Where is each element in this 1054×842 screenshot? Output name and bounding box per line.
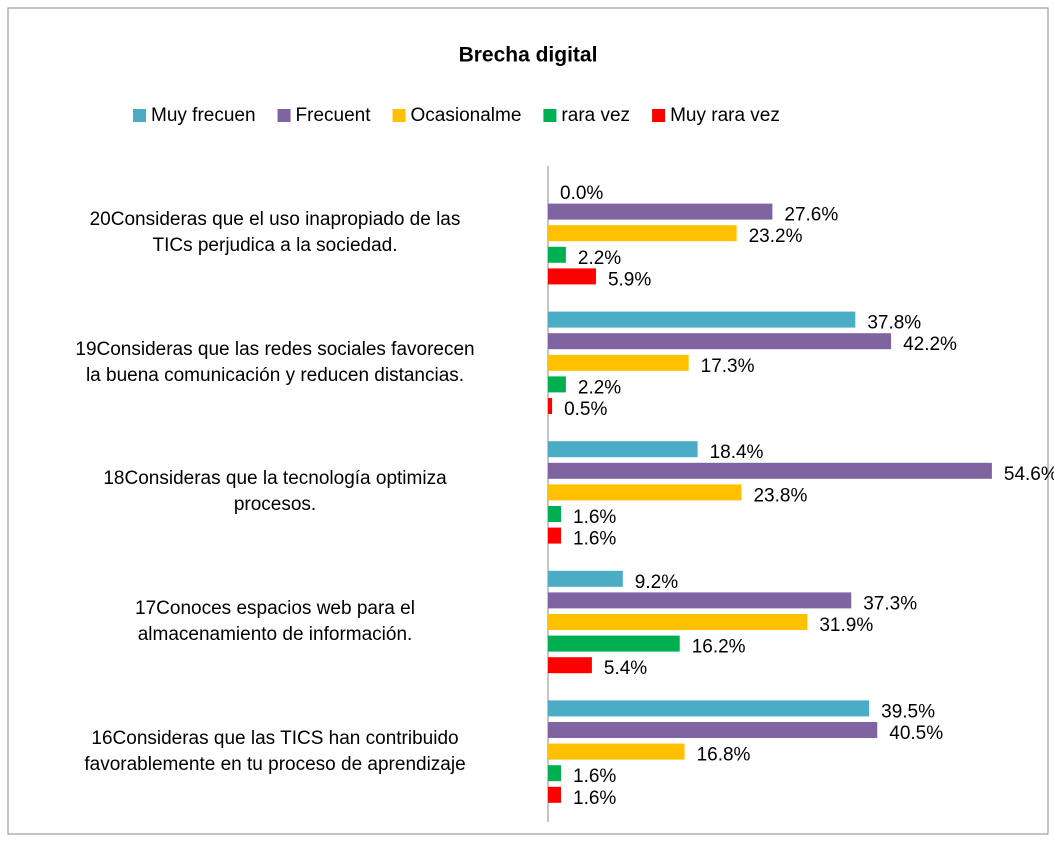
- data-label: 37.8%: [867, 313, 921, 334]
- data-label: 0.5%: [564, 399, 607, 420]
- data-label: 0.0%: [560, 183, 603, 204]
- bar: [548, 441, 698, 458]
- bar: [548, 722, 878, 738]
- bar: [548, 246, 566, 263]
- data-label: 16.2%: [692, 637, 746, 658]
- bar: [548, 203, 773, 220]
- bar: [548, 570, 623, 587]
- data-label: 1.6%: [573, 766, 616, 787]
- legend-label: rara vez: [561, 105, 630, 126]
- data-label: 27.6%: [784, 205, 838, 226]
- legend-label: Muy rara vez: [670, 105, 780, 126]
- bar: [548, 700, 870, 717]
- legend-label: Ocasionalme: [411, 105, 522, 126]
- chart-frame: [7, 7, 1049, 835]
- category-label: 16Consideras que las TICS han contribuid…: [84, 727, 466, 775]
- data-label: 5.9%: [608, 269, 651, 290]
- category-label: 18Consideras que la tecnología optimiza …: [103, 468, 447, 516]
- data-label: 1.6%: [573, 529, 616, 550]
- legend-label: Muy frecuen: [151, 105, 256, 126]
- data-label: 39.5%: [881, 701, 935, 722]
- bar: [548, 376, 566, 393]
- bar: [548, 614, 808, 630]
- data-label: 2.2%: [578, 248, 621, 269]
- bar: [548, 635, 680, 652]
- bar: [548, 225, 737, 242]
- bar: [548, 592, 852, 609]
- bar: [548, 786, 562, 803]
- bar: [548, 333, 892, 350]
- data-label: 42.2%: [903, 334, 957, 355]
- legend-swatch: [392, 109, 406, 122]
- data-label: 23.2%: [749, 226, 803, 247]
- category-label: 20Consideras que el uso inapropiado de l…: [89, 209, 461, 257]
- bar: [548, 506, 562, 522]
- data-label: 37.3%: [863, 593, 917, 614]
- data-label: 9.2%: [635, 572, 678, 593]
- data-label: 2.2%: [578, 377, 621, 398]
- bar: [548, 527, 562, 544]
- bar: [548, 765, 562, 782]
- bar: [548, 657, 592, 674]
- legend-label: Frecuent: [296, 105, 372, 126]
- data-label: 17.3%: [701, 356, 755, 377]
- data-label: 16.8%: [697, 745, 751, 766]
- data-label: 1.6%: [573, 507, 616, 528]
- legend-swatch: [652, 109, 666, 122]
- chart-title: Brecha digital: [459, 44, 598, 67]
- bar: [548, 484, 742, 501]
- category-label: 19Consideras que las redes sociales favo…: [75, 338, 475, 386]
- bar: [548, 743, 685, 760]
- data-label: 18.4%: [710, 442, 764, 463]
- legend-swatch: [133, 109, 146, 122]
- bar: [548, 462, 992, 479]
- bar: [548, 354, 689, 371]
- legend-swatch: [277, 109, 291, 122]
- bar: [548, 398, 553, 414]
- legend-swatch: [543, 109, 557, 122]
- bar: [548, 268, 596, 285]
- data-label: 23.8%: [753, 485, 807, 506]
- category-label: 17Conoces espacios web para el almacenam…: [135, 598, 415, 645]
- bar: [548, 311, 856, 328]
- data-label: 31.9%: [819, 615, 873, 636]
- data-label: 1.6%: [573, 788, 616, 809]
- data-label: 40.5%: [889, 723, 943, 744]
- data-label: 5.4%: [604, 658, 647, 679]
- data-label: 54.6%: [1004, 464, 1054, 485]
